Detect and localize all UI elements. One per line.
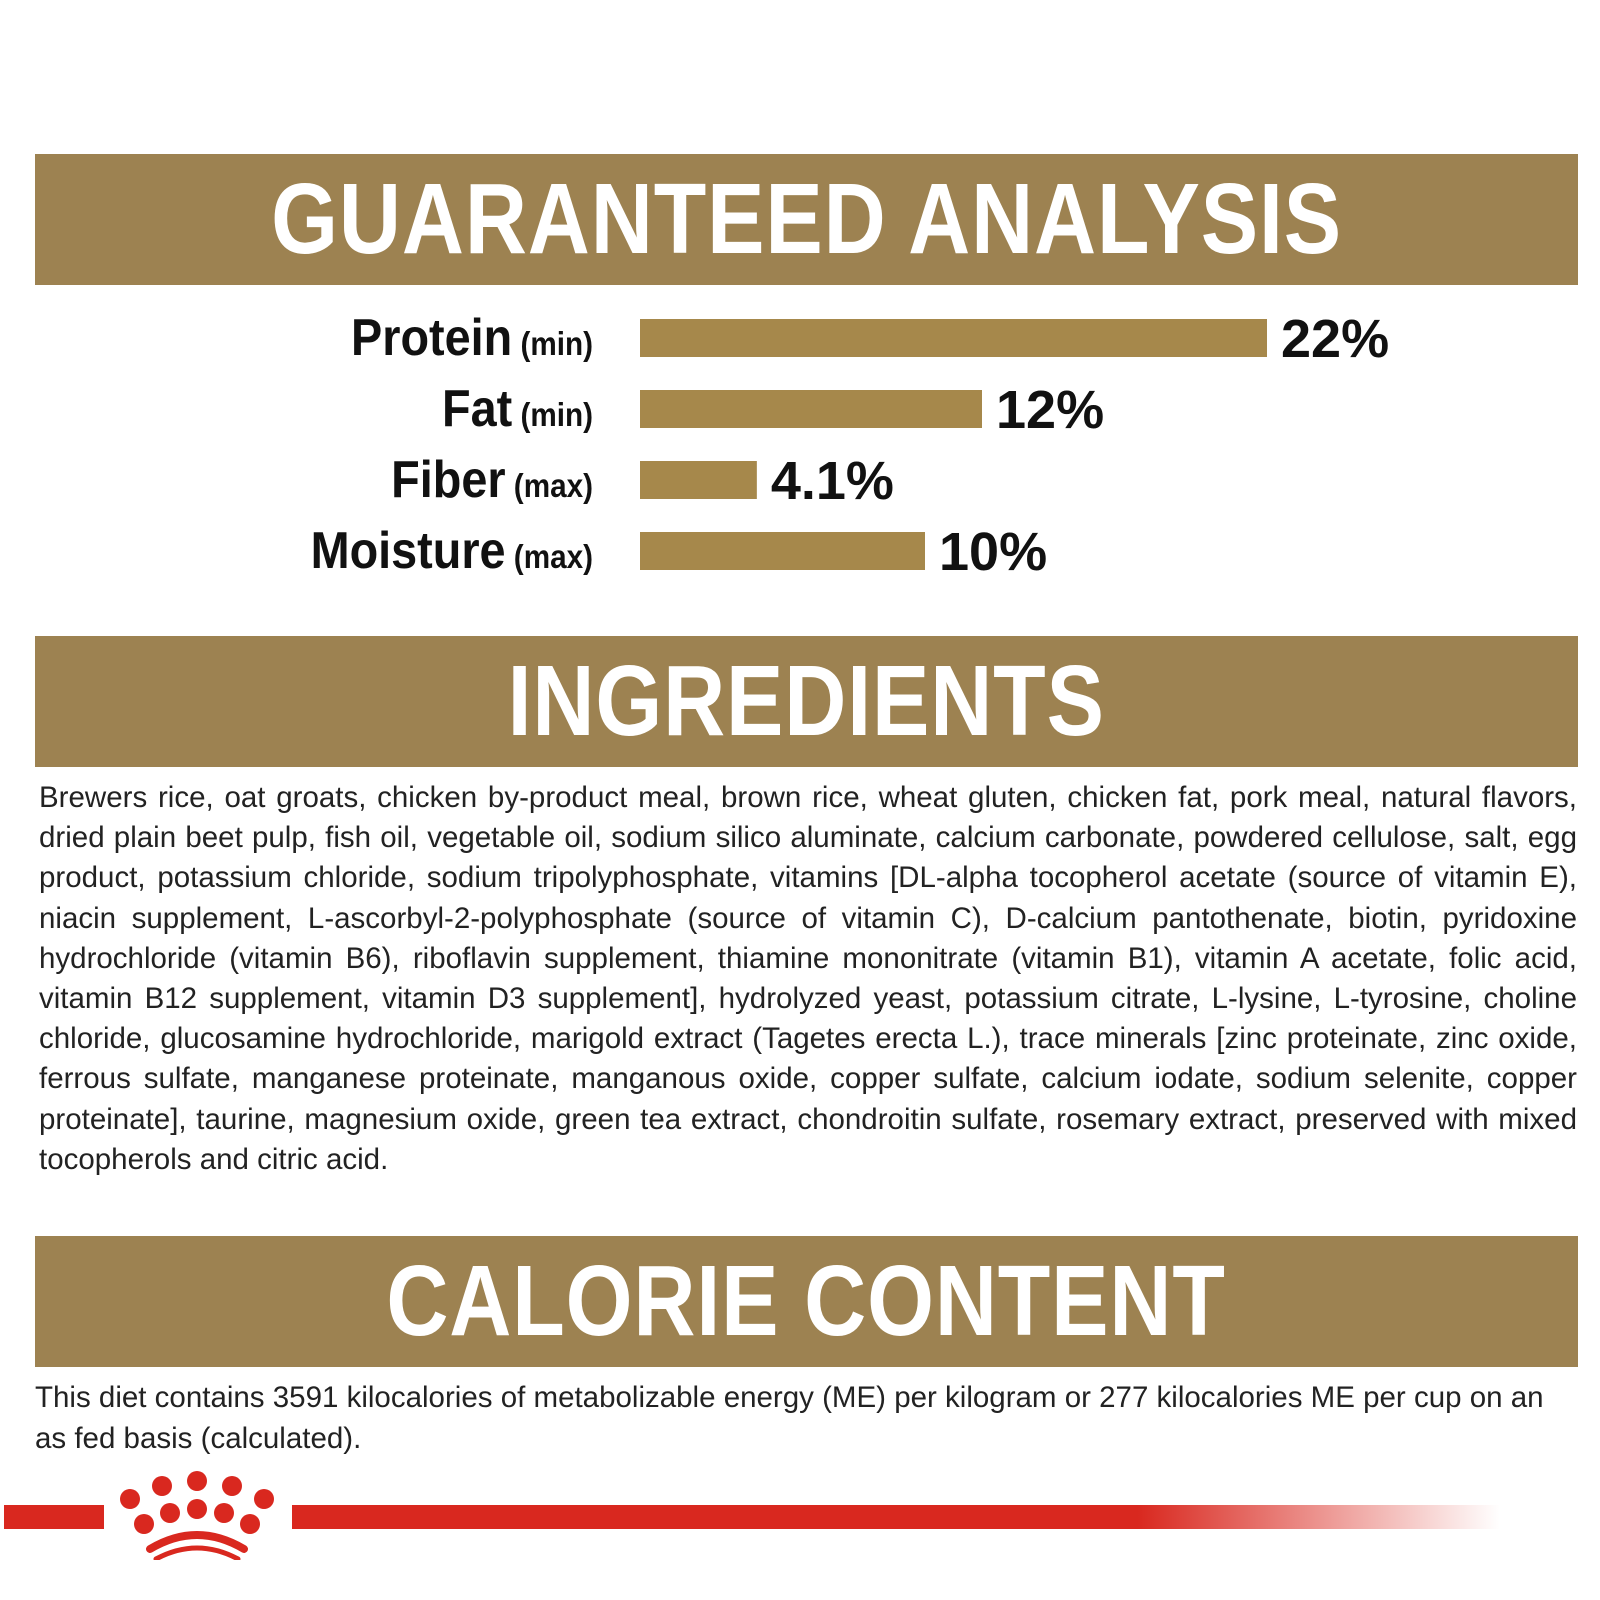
category-name: Moisture [311,522,506,580]
bar-moisture [640,532,925,570]
calorie-content-header: CALORIE CONTENT [35,1236,1578,1367]
category-label: Moisture (max) [311,522,593,580]
ingredients-text: Brewers rice, oat groats, chicken by-pro… [39,781,1577,1176]
category-label: Protein (min) [351,309,593,367]
calorie-content-text: This diet contains 3591 kilocalories of … [35,1381,1544,1455]
ingredients-header: INGREDIENTS [35,636,1578,767]
bar-fiber [640,461,757,499]
guaranteed-analysis-chart: Protein (min) 22% Fat (min) 12% Fiber (max) 4… [311,309,1389,582]
category-label: Fiber (max) [391,451,593,509]
red-stripe-left [4,1505,104,1529]
value-label: 12% [996,380,1104,440]
guaranteed-analysis-header: GUARANTEED ANALYSIS [35,154,1578,285]
category-label: Fat (min) [442,380,593,438]
ingredients-title: INGREDIENTS [507,645,1106,757]
guaranteed-analysis-title: GUARANTEED ANALYSIS [271,163,1342,275]
royal-canin-crown-logo [4,1471,1500,1560]
value-label: 4.1% [771,451,894,511]
category-qualifier: (max) [506,539,593,576]
category-qualifier: (min) [512,326,593,363]
value-label: 10% [939,522,1047,582]
category-qualifier: (max) [506,468,593,505]
value-label: 22% [1281,309,1389,369]
red-stripe-right [292,1505,1500,1529]
category-qualifier: (min) [512,397,593,434]
calorie-content-title: CALORIE CONTENT [386,1245,1227,1357]
crown-icon [120,1471,274,1534]
bar-protein [640,319,1267,357]
bar-fat [640,390,982,428]
category-name: Fiber [391,451,505,509]
category-name: Protein [351,309,512,367]
category-name: Fat [442,380,512,438]
